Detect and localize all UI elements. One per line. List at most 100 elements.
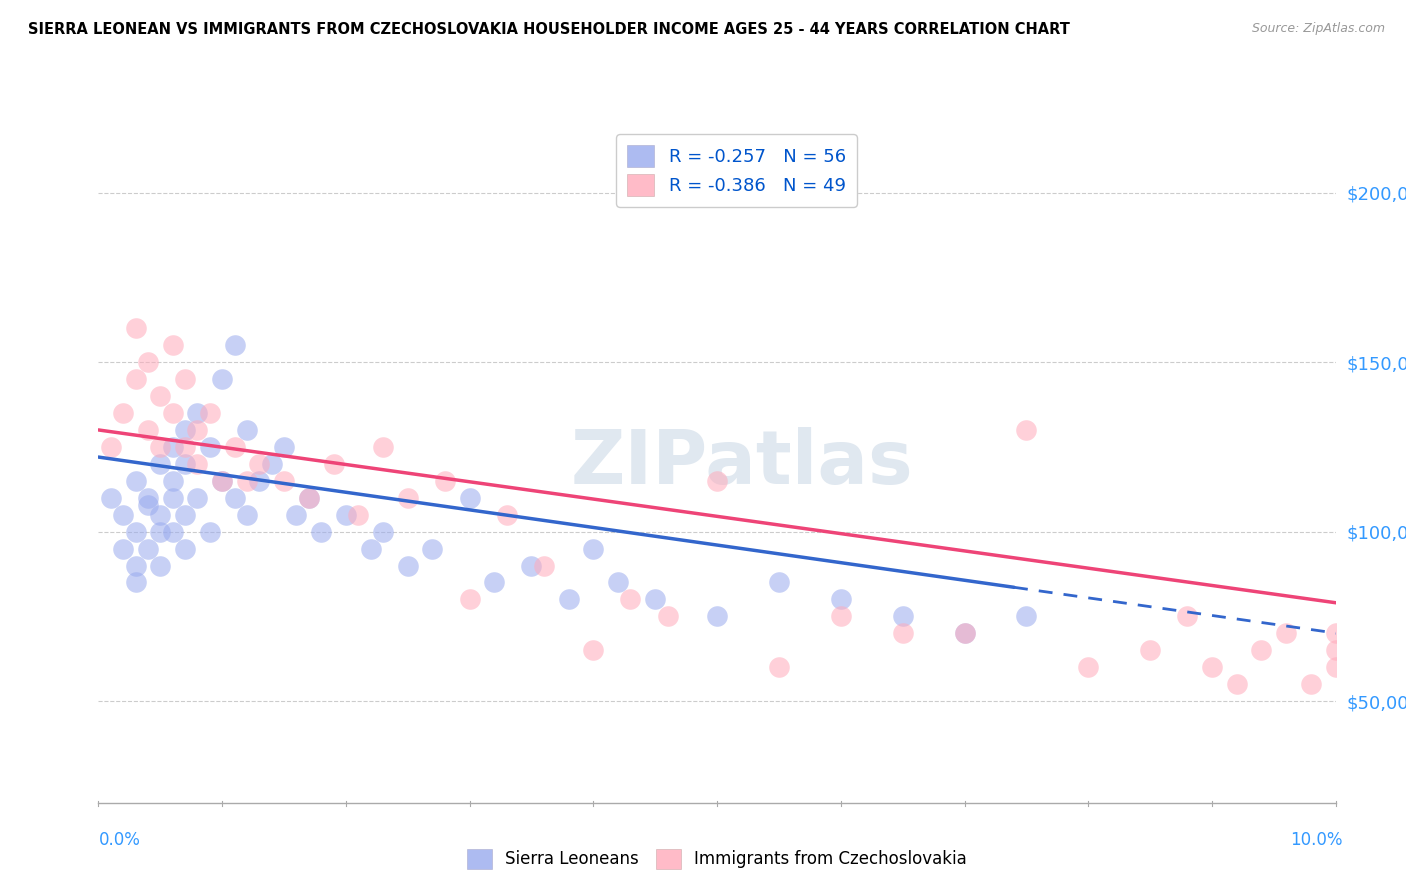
Point [136, 423, 159, 437]
Point [458, 491, 481, 505]
Point [186, 491, 208, 505]
Point [582, 643, 605, 657]
Point [174, 457, 197, 471]
Point [768, 575, 790, 590]
Point [891, 626, 914, 640]
Point [136, 491, 159, 505]
Point [335, 508, 357, 522]
Point [484, 575, 506, 590]
Point [198, 406, 221, 420]
Point [371, 524, 394, 539]
Point [149, 457, 172, 471]
Point [112, 541, 135, 556]
Point [149, 524, 172, 539]
Point [953, 626, 976, 640]
Point [236, 474, 259, 488]
Point [198, 524, 221, 539]
Point [198, 440, 221, 454]
Point [1275, 626, 1298, 640]
Point [322, 457, 344, 471]
Point [236, 423, 259, 437]
Point [298, 491, 321, 505]
Point [136, 498, 159, 512]
Point [162, 406, 184, 420]
Point [1015, 609, 1038, 624]
Point [360, 541, 382, 556]
Legend: Sierra Leoneans, Immigrants from Czechoslovakia: Sierra Leoneans, Immigrants from Czechos… [461, 842, 973, 876]
Point [1324, 626, 1347, 640]
Point [830, 592, 852, 607]
Point [953, 626, 976, 640]
Point [224, 338, 246, 352]
Point [149, 508, 172, 522]
Text: SIERRA LEONEAN VS IMMIGRANTS FROM CZECHOSLOVAKIA HOUSEHOLDER INCOME AGES 25 - 44: SIERRA LEONEAN VS IMMIGRANTS FROM CZECHO… [28, 22, 1070, 37]
Point [224, 440, 246, 454]
Point [458, 592, 481, 607]
Point [619, 592, 641, 607]
Point [495, 508, 517, 522]
Point [112, 406, 135, 420]
Point [285, 508, 308, 522]
Text: Source: ZipAtlas.com: Source: ZipAtlas.com [1251, 22, 1385, 36]
Point [1015, 423, 1038, 437]
Point [768, 660, 790, 674]
Point [607, 575, 630, 590]
Point [112, 508, 135, 522]
Point [298, 491, 321, 505]
Point [162, 338, 184, 352]
Point [247, 474, 270, 488]
Point [1077, 660, 1099, 674]
Point [309, 524, 332, 539]
Point [162, 491, 184, 505]
Point [136, 355, 159, 369]
Point [174, 423, 197, 437]
Point [224, 491, 246, 505]
Point [211, 474, 233, 488]
Point [1324, 660, 1347, 674]
Point [100, 440, 122, 454]
Point [706, 474, 728, 488]
Point [1139, 643, 1161, 657]
Point [433, 474, 456, 488]
Point [891, 609, 914, 624]
Point [557, 592, 579, 607]
Point [582, 541, 605, 556]
Point [1299, 677, 1322, 691]
Point [162, 440, 184, 454]
Point [273, 440, 295, 454]
Point [396, 558, 419, 573]
Point [174, 372, 197, 386]
Point [830, 609, 852, 624]
Point [174, 440, 197, 454]
Point [186, 423, 208, 437]
Point [124, 524, 146, 539]
Point [396, 491, 419, 505]
Point [533, 558, 555, 573]
Point [100, 491, 122, 505]
Point [174, 508, 197, 522]
Point [162, 524, 184, 539]
Point [657, 609, 679, 624]
Point [124, 321, 146, 335]
Point [347, 508, 370, 522]
Point [644, 592, 666, 607]
Point [149, 440, 172, 454]
Point [236, 508, 259, 522]
Text: 0.0%: 0.0% [98, 831, 141, 849]
Point [211, 474, 233, 488]
Point [520, 558, 543, 573]
Point [186, 457, 208, 471]
Text: 10.0%: 10.0% [1291, 831, 1343, 849]
Point [273, 474, 295, 488]
Point [211, 372, 233, 386]
Point [149, 558, 172, 573]
Point [136, 541, 159, 556]
Point [1226, 677, 1249, 691]
Point [149, 389, 172, 403]
Point [1250, 643, 1272, 657]
Point [124, 575, 146, 590]
Text: ZIPatlas: ZIPatlas [571, 427, 912, 500]
Point [186, 406, 208, 420]
Point [422, 541, 444, 556]
Point [371, 440, 394, 454]
